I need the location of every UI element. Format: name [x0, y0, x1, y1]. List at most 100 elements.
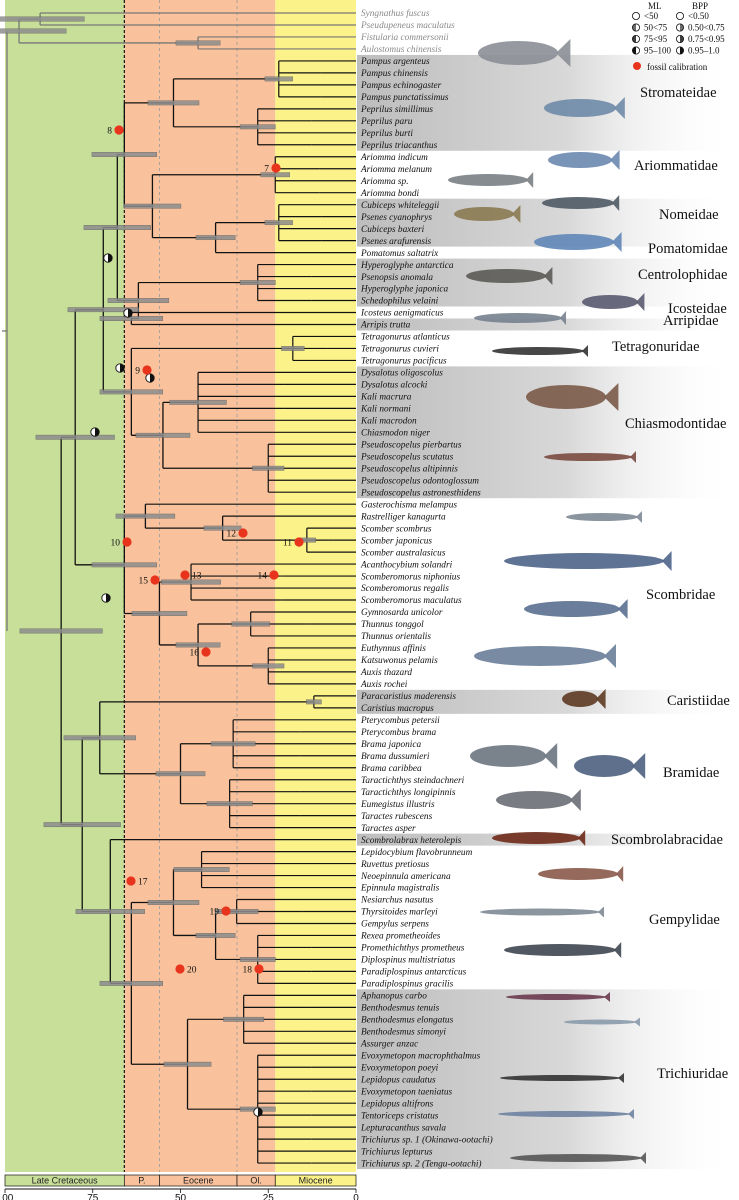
taxon-label: Pomatomus saltatrix: [360, 249, 439, 259]
family-label: Chiasmodontidae: [625, 416, 727, 432]
taxon-label: Scomberomorus niphonius: [361, 572, 460, 582]
taxon-label: Pseudoscopelus astronesthidens: [360, 488, 481, 498]
legend-bpp-class: <0.50: [688, 11, 709, 21]
age-bar: [264, 220, 293, 226]
fish-illustration: [526, 385, 606, 409]
fish-illustration: [448, 174, 528, 186]
taxon-label: Scombrolabrax heterolepis: [361, 836, 462, 846]
age-bar: [131, 611, 188, 616]
fish-illustration: [564, 1019, 636, 1025]
taxon-label: Neoepinnula americana: [360, 872, 451, 882]
fish-tail: [612, 195, 620, 211]
taxon-label: Schedophilus velaini: [361, 297, 439, 307]
taxon-label: Peprilus paru: [360, 117, 413, 127]
calibration-number: 12: [227, 529, 237, 539]
age-bar: [195, 235, 236, 241]
age-bar: [231, 621, 270, 627]
age-bar: [239, 957, 276, 962]
age-bar: [281, 346, 305, 351]
age-bar: [99, 316, 164, 321]
taxon-label: Scomberomorus maculatus: [361, 596, 462, 606]
fish-illustration: [544, 453, 632, 461]
calibration-number: 10: [111, 538, 121, 548]
calibration-number: 9: [135, 366, 140, 376]
node-support-marker: [90, 427, 100, 437]
calibration-number: 7: [264, 164, 269, 174]
family-shade: [357, 689, 739, 714]
legend-bpp-fill: [680, 46, 684, 55]
legend-ml-class: 75<95: [644, 34, 668, 44]
fish-tail: [604, 644, 616, 668]
taxon-label: Benthodesmus tenuis: [361, 1004, 440, 1014]
fish-tail: [662, 551, 672, 571]
legend-bpp-class: 0.50<0.75: [688, 23, 725, 33]
calibration-number: 20: [187, 965, 197, 975]
taxon-label: Kali normani: [360, 405, 411, 415]
taxon-label: Pseudupeneus maculatus: [360, 21, 455, 31]
age-bar: [67, 307, 139, 313]
taxon-label: Evoxymetopon taeniatus: [360, 1087, 453, 1097]
legend: ML BPP<5050<7575<9595–100<0.500.50<0.750.…: [632, 1, 725, 72]
fish-tail: [604, 992, 610, 1002]
age-bar: [239, 280, 276, 285]
fish-illustration: [478, 41, 558, 65]
taxon-label: Psenes cyanophrys: [360, 213, 432, 223]
taxon-label: Taractes rubescens: [361, 812, 433, 822]
age-bar: [63, 735, 136, 741]
taxon-label: Taractichthys steindachneri: [361, 776, 465, 786]
taxon-label: Euthynnus affinis: [360, 643, 426, 654]
fish-tail: [628, 1109, 634, 1119]
age-bar: [173, 867, 230, 872]
fish-illustration: [582, 295, 638, 309]
age-bar: [99, 980, 164, 986]
age-bar: [169, 399, 227, 405]
family-shade: [357, 318, 739, 331]
fish-illustration: [492, 347, 584, 355]
legend-ml-fill: [632, 46, 636, 55]
fossil-calibration-dot: [114, 125, 124, 135]
fossil-calibrations: 7 8 9 10 11 12 13 14 15 16 17 18 19 20: [107, 125, 304, 975]
taxon-label: Brama dussumieri: [361, 752, 430, 762]
fish-tail: [578, 830, 586, 846]
fish-illustration: [534, 234, 614, 250]
taxon-label: Ariomma sp.: [360, 177, 409, 187]
age-bar: [252, 465, 285, 471]
fish-tail: [612, 232, 622, 252]
taxon-label: Peprilus burti: [360, 129, 413, 139]
taxon-label: Lepidopus caudatus: [360, 1075, 436, 1085]
epoch-band: [237, 0, 276, 1172]
taxon-label: Rexea prometheoides: [360, 932, 441, 942]
family-label: Stromateidae: [640, 85, 717, 101]
taxon-label: Paradiplospinus antarcticus: [360, 968, 467, 978]
family-label: Ariommatidae: [634, 158, 718, 174]
taxon-label: Gempylus serpens: [361, 920, 429, 930]
fish-illustration: [524, 601, 620, 617]
family-label: Gempylidae: [649, 912, 720, 928]
taxon-label: Peprilus triacanthus: [360, 141, 438, 151]
taxon-label: Dysalotus alcocki: [360, 381, 428, 391]
fish-tail: [598, 906, 604, 918]
fish-illustration: [510, 1154, 642, 1162]
support-markers: [90, 253, 263, 1117]
age-bar: [223, 1016, 265, 1022]
age-bar: [163, 1061, 212, 1067]
age-bar: [0, 16, 85, 22]
legend-bpp-header: BPP: [692, 1, 708, 11]
taxon-label: Ariomma indicum: [360, 153, 428, 163]
taxon-label: Evoxymetopon poeyi: [360, 1063, 439, 1073]
legend-fossil-label: fossil calibration: [647, 62, 708, 72]
epoch-band: [159, 0, 238, 1172]
time-axis: Late Cretaceous P. Eocene Ol. Miocene 100 75 50…: [0, 1174, 359, 1200]
fossil-calibration-dot: [142, 365, 152, 375]
fish-tail: [582, 345, 588, 357]
age-bar: [147, 900, 200, 905]
taxon-label: Evoxymetopon macrophthalmus: [360, 1051, 481, 1061]
epoch-box: [274, 1174, 357, 1187]
legend-bpp-class: 0.75<0.95: [688, 34, 725, 44]
taxon-label: Trichiurus lepturus: [361, 1147, 433, 1157]
fish-illustration: [548, 152, 612, 168]
fish-illustration: [492, 832, 580, 844]
age-bar: [175, 40, 221, 46]
fish-illustration: [500, 1075, 620, 1081]
